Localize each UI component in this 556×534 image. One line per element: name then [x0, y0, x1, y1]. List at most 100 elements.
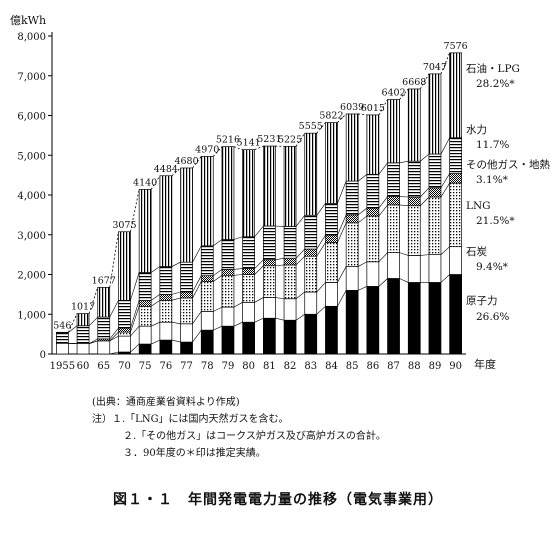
bar-segment-coal	[242, 301, 255, 323]
total-connector	[419, 73, 430, 90]
y-tick-label: 8,000	[17, 32, 46, 43]
total-label: 4680	[174, 156, 198, 167]
series-boundary-line	[233, 321, 243, 327]
legend-oil-share: 28.2%*	[476, 78, 515, 90]
bar-segment-nuclear	[263, 317, 276, 355]
bar-segment-hydro	[263, 225, 276, 261]
series-boundary-line	[151, 339, 160, 345]
series-boundary-line	[420, 196, 430, 206]
bar-segment-hydro	[449, 137, 462, 174]
bar-segment-coal	[97, 340, 111, 355]
series-boundary-line	[192, 329, 202, 343]
series-boundary-line	[357, 207, 368, 216]
series-boundary-line	[275, 317, 285, 321]
series-boundary-line	[254, 297, 264, 303]
series-boundary-line	[192, 245, 202, 263]
bar-segment-lng	[118, 331, 131, 337]
series-boundary-line	[316, 203, 326, 216]
series-boundary-line	[399, 252, 409, 256]
series-boundary-line	[192, 281, 202, 299]
bar-segment-nuclear	[428, 282, 442, 355]
series-boundary-line	[233, 236, 243, 240]
series-boundary-line	[213, 239, 223, 247]
bar-segment-coal	[325, 282, 338, 307]
bar-segment-oil	[118, 231, 131, 301]
series-boundary-line	[399, 204, 409, 207]
series-boundary-line	[440, 173, 450, 189]
series-boundary-line	[358, 261, 367, 267]
legend-hydro-share: 11.7%	[476, 139, 509, 151]
series-boundary-line	[399, 278, 409, 283]
bar-segment-othergas	[304, 248, 318, 257]
bar-segment-nuclear	[345, 290, 359, 355]
series-boundary-line	[295, 256, 305, 266]
bar-segment-hydro	[325, 202, 338, 236]
series-boundary-line	[337, 290, 347, 307]
bar-segment-nuclear	[304, 313, 318, 355]
bar-segment-oil	[200, 156, 214, 247]
bar-segment-lng	[138, 305, 152, 327]
legend-hydro-name: 水力	[466, 123, 487, 136]
figure-caption: 図１・１ 年間発電電力量の推移（電気事業用）	[113, 492, 443, 508]
bar-segment-coal	[304, 291, 318, 315]
bar-segment-oil	[345, 113, 359, 182]
total-connector	[130, 189, 140, 232]
bar-segment-oil	[138, 189, 152, 273]
bar-segment-lng	[283, 264, 297, 300]
bar-segment-oil	[304, 132, 318, 216]
bar-segment-lng	[428, 196, 442, 255]
series-boundary-line	[171, 339, 181, 343]
series-boundary-line	[275, 264, 285, 267]
bar-segment-hydro	[428, 153, 442, 189]
bar-segment-hydro	[55, 332, 69, 344]
series-boundary-line	[109, 327, 119, 340]
series-boundary-line	[130, 325, 140, 337]
total-label: 7047	[423, 62, 447, 73]
series-boundary-line	[399, 160, 409, 164]
y-tick-label: 7,000	[17, 72, 46, 83]
bar-segment-oil	[221, 146, 235, 240]
bar-segment-coal	[283, 298, 297, 321]
total-label: 4140	[133, 177, 157, 188]
bar-segment-coal	[159, 321, 173, 341]
legend-lng-share: 21.5%*	[476, 215, 515, 227]
bar-segment-hydro	[283, 226, 297, 259]
legend-coal-name: 石炭	[466, 246, 487, 258]
bar-segment-oil	[387, 99, 400, 164]
series-boundary-line	[358, 286, 367, 291]
series-boundary-line	[130, 306, 140, 333]
y-tick-label: 4,000	[17, 191, 46, 202]
bar-segment-nuclear	[387, 278, 400, 355]
series-boundary-line	[254, 265, 264, 275]
bar-segment-othergas	[221, 268, 235, 276]
x-tick-label: 88	[408, 361, 421, 372]
total-label: 4970	[195, 144, 219, 155]
series-boundary-line	[254, 225, 264, 237]
bar-segment-othergas	[366, 207, 380, 217]
series-boundary-line	[213, 306, 223, 312]
bar-segment-coal	[366, 261, 380, 287]
bar-segment-oil	[263, 145, 276, 227]
bar-segment-nuclear	[325, 305, 338, 355]
x-tick-label: 70	[118, 361, 131, 372]
total-connector	[358, 113, 367, 116]
total-label: 5555	[299, 121, 323, 132]
bar-segment-coal	[55, 342, 69, 355]
series-boundary-line	[440, 182, 450, 198]
bar-segment-coal	[221, 306, 235, 327]
bar-segment-hydro	[242, 236, 255, 269]
x-tick-label: 85	[346, 361, 359, 372]
bar-segment-nuclear	[283, 319, 297, 355]
bar-segment-nuclear	[200, 329, 214, 355]
bar-segment-hydro	[345, 180, 359, 216]
bar-segment-othergas	[159, 294, 173, 301]
total-label: 4484	[154, 164, 178, 175]
x-tick-label: 77	[180, 361, 193, 372]
y-tick-label: 3,000	[17, 231, 46, 242]
x-tick-label: 84	[325, 361, 338, 372]
x-axis: 1955 60 65 70 75 76 77 78 79 80 81 82 83 84 85 86 87 88 89…	[50, 361, 462, 372]
x-tick-label: 87	[387, 361, 400, 372]
bar-segment-lng	[407, 205, 421, 256]
bar-segment-hydro	[366, 173, 380, 209]
legend-coal-share: 9.4%*	[476, 261, 509, 273]
